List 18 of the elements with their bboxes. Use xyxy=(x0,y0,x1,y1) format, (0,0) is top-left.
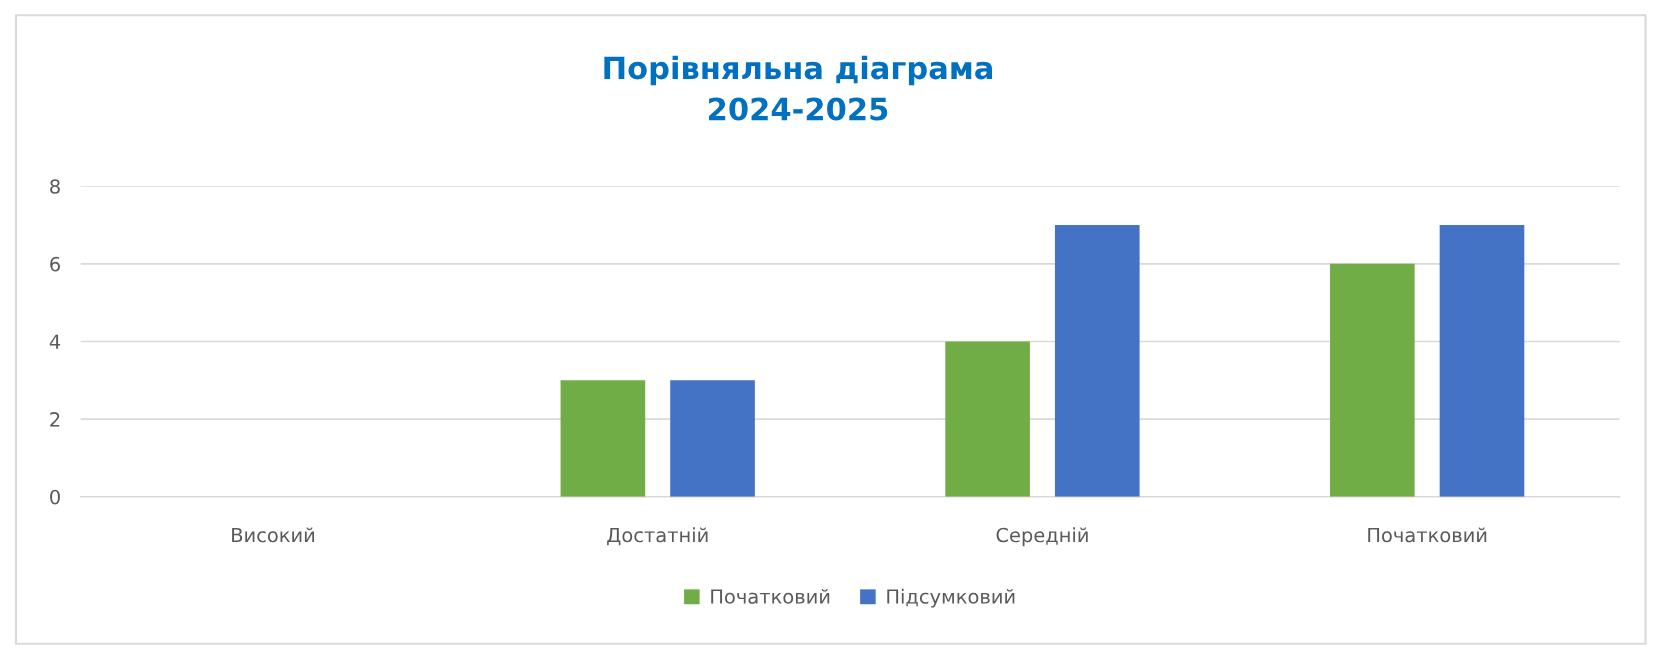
y-tick-label: 8 xyxy=(50,179,60,194)
y-tick-label: 2 xyxy=(50,412,60,427)
x-tick-label: Початковий xyxy=(1368,527,1487,543)
bar xyxy=(1054,225,1140,497)
bar xyxy=(670,380,755,497)
x-tick-label: Достатній xyxy=(607,527,708,546)
y-tick-label: 4 xyxy=(49,334,61,349)
legend-label: Початковий xyxy=(711,588,830,604)
bar xyxy=(560,380,646,497)
bar xyxy=(1330,263,1415,497)
bar xyxy=(1439,225,1525,497)
x-tick-label: Високий xyxy=(232,527,315,543)
legend-label: Підсумковий xyxy=(887,588,1015,608)
bar xyxy=(945,341,1030,497)
chart-title: Порівняльна діаграма 2024-2025 xyxy=(604,55,993,121)
y-tick-label: 0 xyxy=(50,489,60,505)
x-tick-label: Середній xyxy=(996,527,1088,547)
y-tick-label: 6 xyxy=(50,256,60,272)
